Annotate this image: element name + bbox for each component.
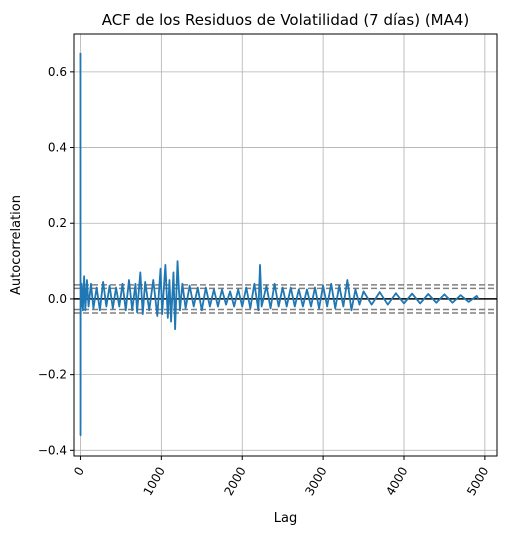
chart-title: ACF de los Residuos de Volatilidad (7 dí… (102, 11, 470, 29)
x-tick-label: 3000 (302, 465, 329, 498)
x-tick-label: 0 (71, 465, 87, 479)
y-tick-label: −0.2 (38, 368, 67, 382)
y-tick-label: −0.4 (38, 443, 67, 457)
series-layer (79, 52, 480, 437)
x-axis-label: Lag (274, 511, 297, 526)
x-ticks: 0 1000 2000 3000 4000 5000 (71, 456, 491, 498)
y-axis-label: Autocorrelation (9, 195, 24, 295)
plot-frame (73, 33, 498, 457)
y-tick-label: 0.6 (48, 65, 67, 79)
x-tick-label: 1000 (141, 465, 168, 498)
x-tick-label: 4000 (383, 465, 410, 498)
y-tick-label: 0.0 (48, 292, 67, 306)
y-tick-label: 0.4 (48, 141, 67, 155)
y-ticks: −0.4 −0.2 0.0 0.2 0.4 0.6 (38, 65, 74, 457)
grid-layer (74, 34, 497, 456)
acf-series-line (79, 52, 480, 437)
x-tick-label: 2000 (221, 465, 248, 498)
y-tick-label: 0.2 (48, 216, 67, 230)
x-tick-label: 5000 (464, 464, 491, 497)
